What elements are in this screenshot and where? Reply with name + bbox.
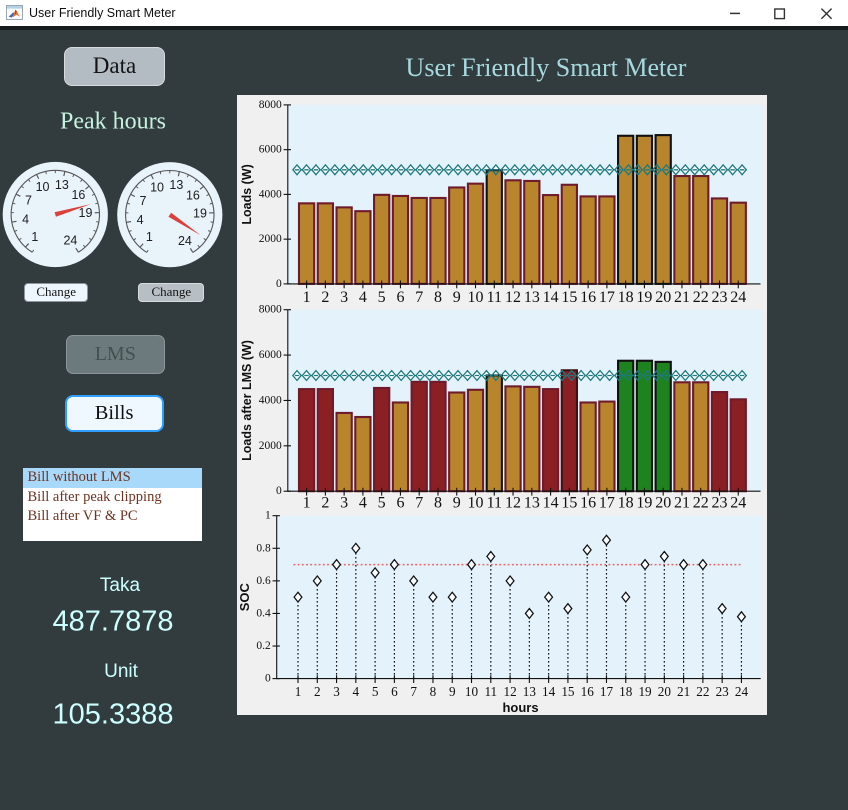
svg-text:4: 4: [22, 213, 29, 227]
svg-text:19: 19: [193, 206, 207, 220]
svg-text:16: 16: [71, 188, 85, 202]
svg-text:10: 10: [150, 180, 164, 194]
svg-text:13: 13: [169, 178, 183, 192]
svg-text:1: 1: [31, 230, 38, 244]
svg-text:13: 13: [55, 178, 69, 192]
svg-text:7: 7: [25, 194, 32, 208]
svg-text:10: 10: [36, 180, 50, 194]
svg-text:19: 19: [79, 206, 93, 220]
svg-text:7: 7: [140, 194, 147, 208]
svg-text:24: 24: [178, 234, 192, 248]
svg-text:4: 4: [137, 213, 144, 227]
svg-text:24: 24: [63, 234, 77, 248]
svg-text:1: 1: [146, 230, 153, 244]
svg-text:16: 16: [186, 188, 200, 202]
